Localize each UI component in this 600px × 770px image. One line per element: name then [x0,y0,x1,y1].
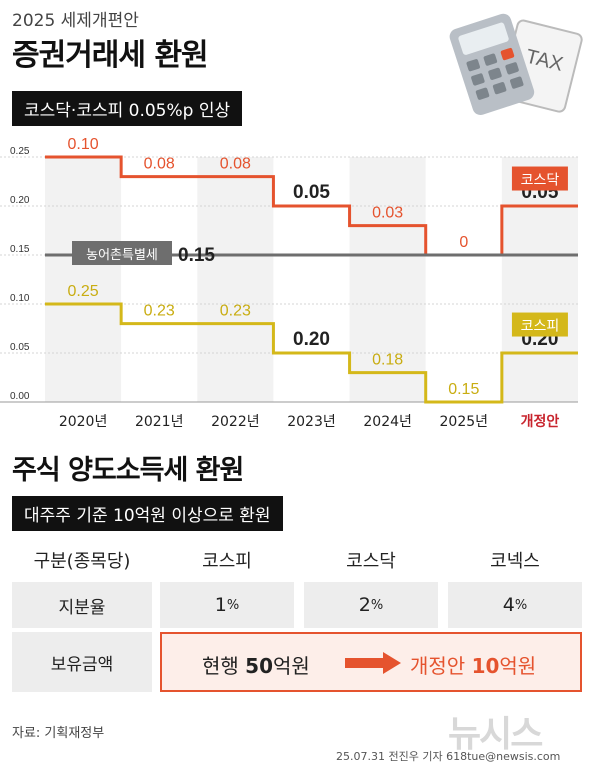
credit-line: 25.07.31 전진우 기자 618tue@newsis.com [336,750,561,763]
table-header-konex: 코넥스 [490,551,540,572]
legend-label: 농어촌특별세 [86,248,158,263]
share-kospi: 1% [160,582,294,628]
data-label: 0.23 [144,303,175,320]
x-tick-label: 2020년 [59,414,108,430]
holding-row-label: 보유금액 [12,632,152,692]
share-konex-value: 4 [502,594,515,616]
data-label: 0.08 [144,156,175,173]
column-band [197,157,274,402]
section2-title: 주식 양도소득세 환원 [12,455,244,486]
x-tick-label: 2021년 [135,414,184,430]
tax-rate-step-chart: 0.10 0.08 0.08 0.05 0.03 0 0.05 0.25 0.23 0.23 0.2… [0,136,578,430]
column-band [45,157,122,402]
arrow-right-icon [345,652,401,674]
data-label: 0.18 [372,352,403,369]
data-label: 0.05 [293,182,330,203]
legend-label: 코스닥 [521,173,560,189]
x-tick-label: 2025년 [440,414,489,430]
data-label: 0.23 [220,303,251,320]
section2-tag: 대주주 기준 10억원 이상으로 환원 [12,496,283,531]
holding-amount-box: 현행 50억원 개정안 10억원 [160,632,582,692]
share-kospi-unit: % [226,597,240,613]
reform-threshold: 개정안 10억원 [410,650,536,679]
data-label: 0 [459,234,468,251]
source-note: 자료: 기획재정부 [12,726,105,741]
share-kosdaq-value: 2 [358,594,371,616]
y-tick-label: 0.05 [10,342,30,353]
current-prefix: 현행 [202,654,246,678]
table-header-category: 구분(종목당) [33,551,131,572]
y-tick-label: 0.15 [10,244,30,255]
subtitle-tag: 코스닥·코스피 0.05%p 인상 [12,91,243,126]
calculator-tax-icon: TAX [449,13,583,115]
data-label: 0.15 [448,381,479,398]
y-tick-label: 0.25 [10,146,30,157]
x-tick-label: 개정안 [521,413,560,430]
main-title: 증권거래세 환원 [12,38,209,73]
share-kosdaq-unit: % [370,597,384,613]
x-tick-label: 2023년 [287,414,336,430]
table-header-kospi: 코스피 [202,551,252,572]
data-label: 0.10 [68,136,99,153]
super-title: 2025 세제개편안 [12,11,139,31]
share-konex-unit: % [514,597,528,613]
y-tick-label: 0.00 [10,391,30,402]
share-konex: 4% [448,582,582,628]
data-label: 0.20 [293,329,330,350]
data-label: 0.03 [372,205,403,222]
legend-badge-0 [511,166,568,191]
legend-badge-2 [511,312,568,337]
newsis-logo: 뉴시스 [448,714,543,755]
column-band [501,157,578,402]
current-amount: 50 [245,654,274,678]
legend-label: 코스피 [521,319,560,335]
share-kospi-value: 1 [214,594,227,616]
reform-prefix: 개정안 [410,654,472,678]
data-label: 0.08 [220,156,251,173]
column-band [425,157,502,402]
data-label: 0.25 [68,283,99,300]
x-tick-label: 2022년 [211,414,260,430]
column-band [349,157,426,402]
current-suffix: 억원 [273,654,310,678]
column-band [121,157,198,402]
legend-badge-1 [72,241,172,265]
y-tick-label: 0.20 [10,195,30,206]
reform-suffix: 억원 [499,654,537,678]
column-band [273,157,350,402]
x-tick-label: 2024년 [363,414,412,430]
reform-amount: 10 [471,654,500,678]
series-line-2 [45,302,578,404]
data-label: 0.15 [178,245,215,266]
y-tick-label: 0.10 [10,293,30,304]
current-threshold: 현행 50억원 [202,650,310,679]
share-kosdaq: 2% [304,582,438,628]
table-header-kosdaq: 코스닥 [346,551,396,572]
share-row-label: 지분율 [12,582,152,628]
